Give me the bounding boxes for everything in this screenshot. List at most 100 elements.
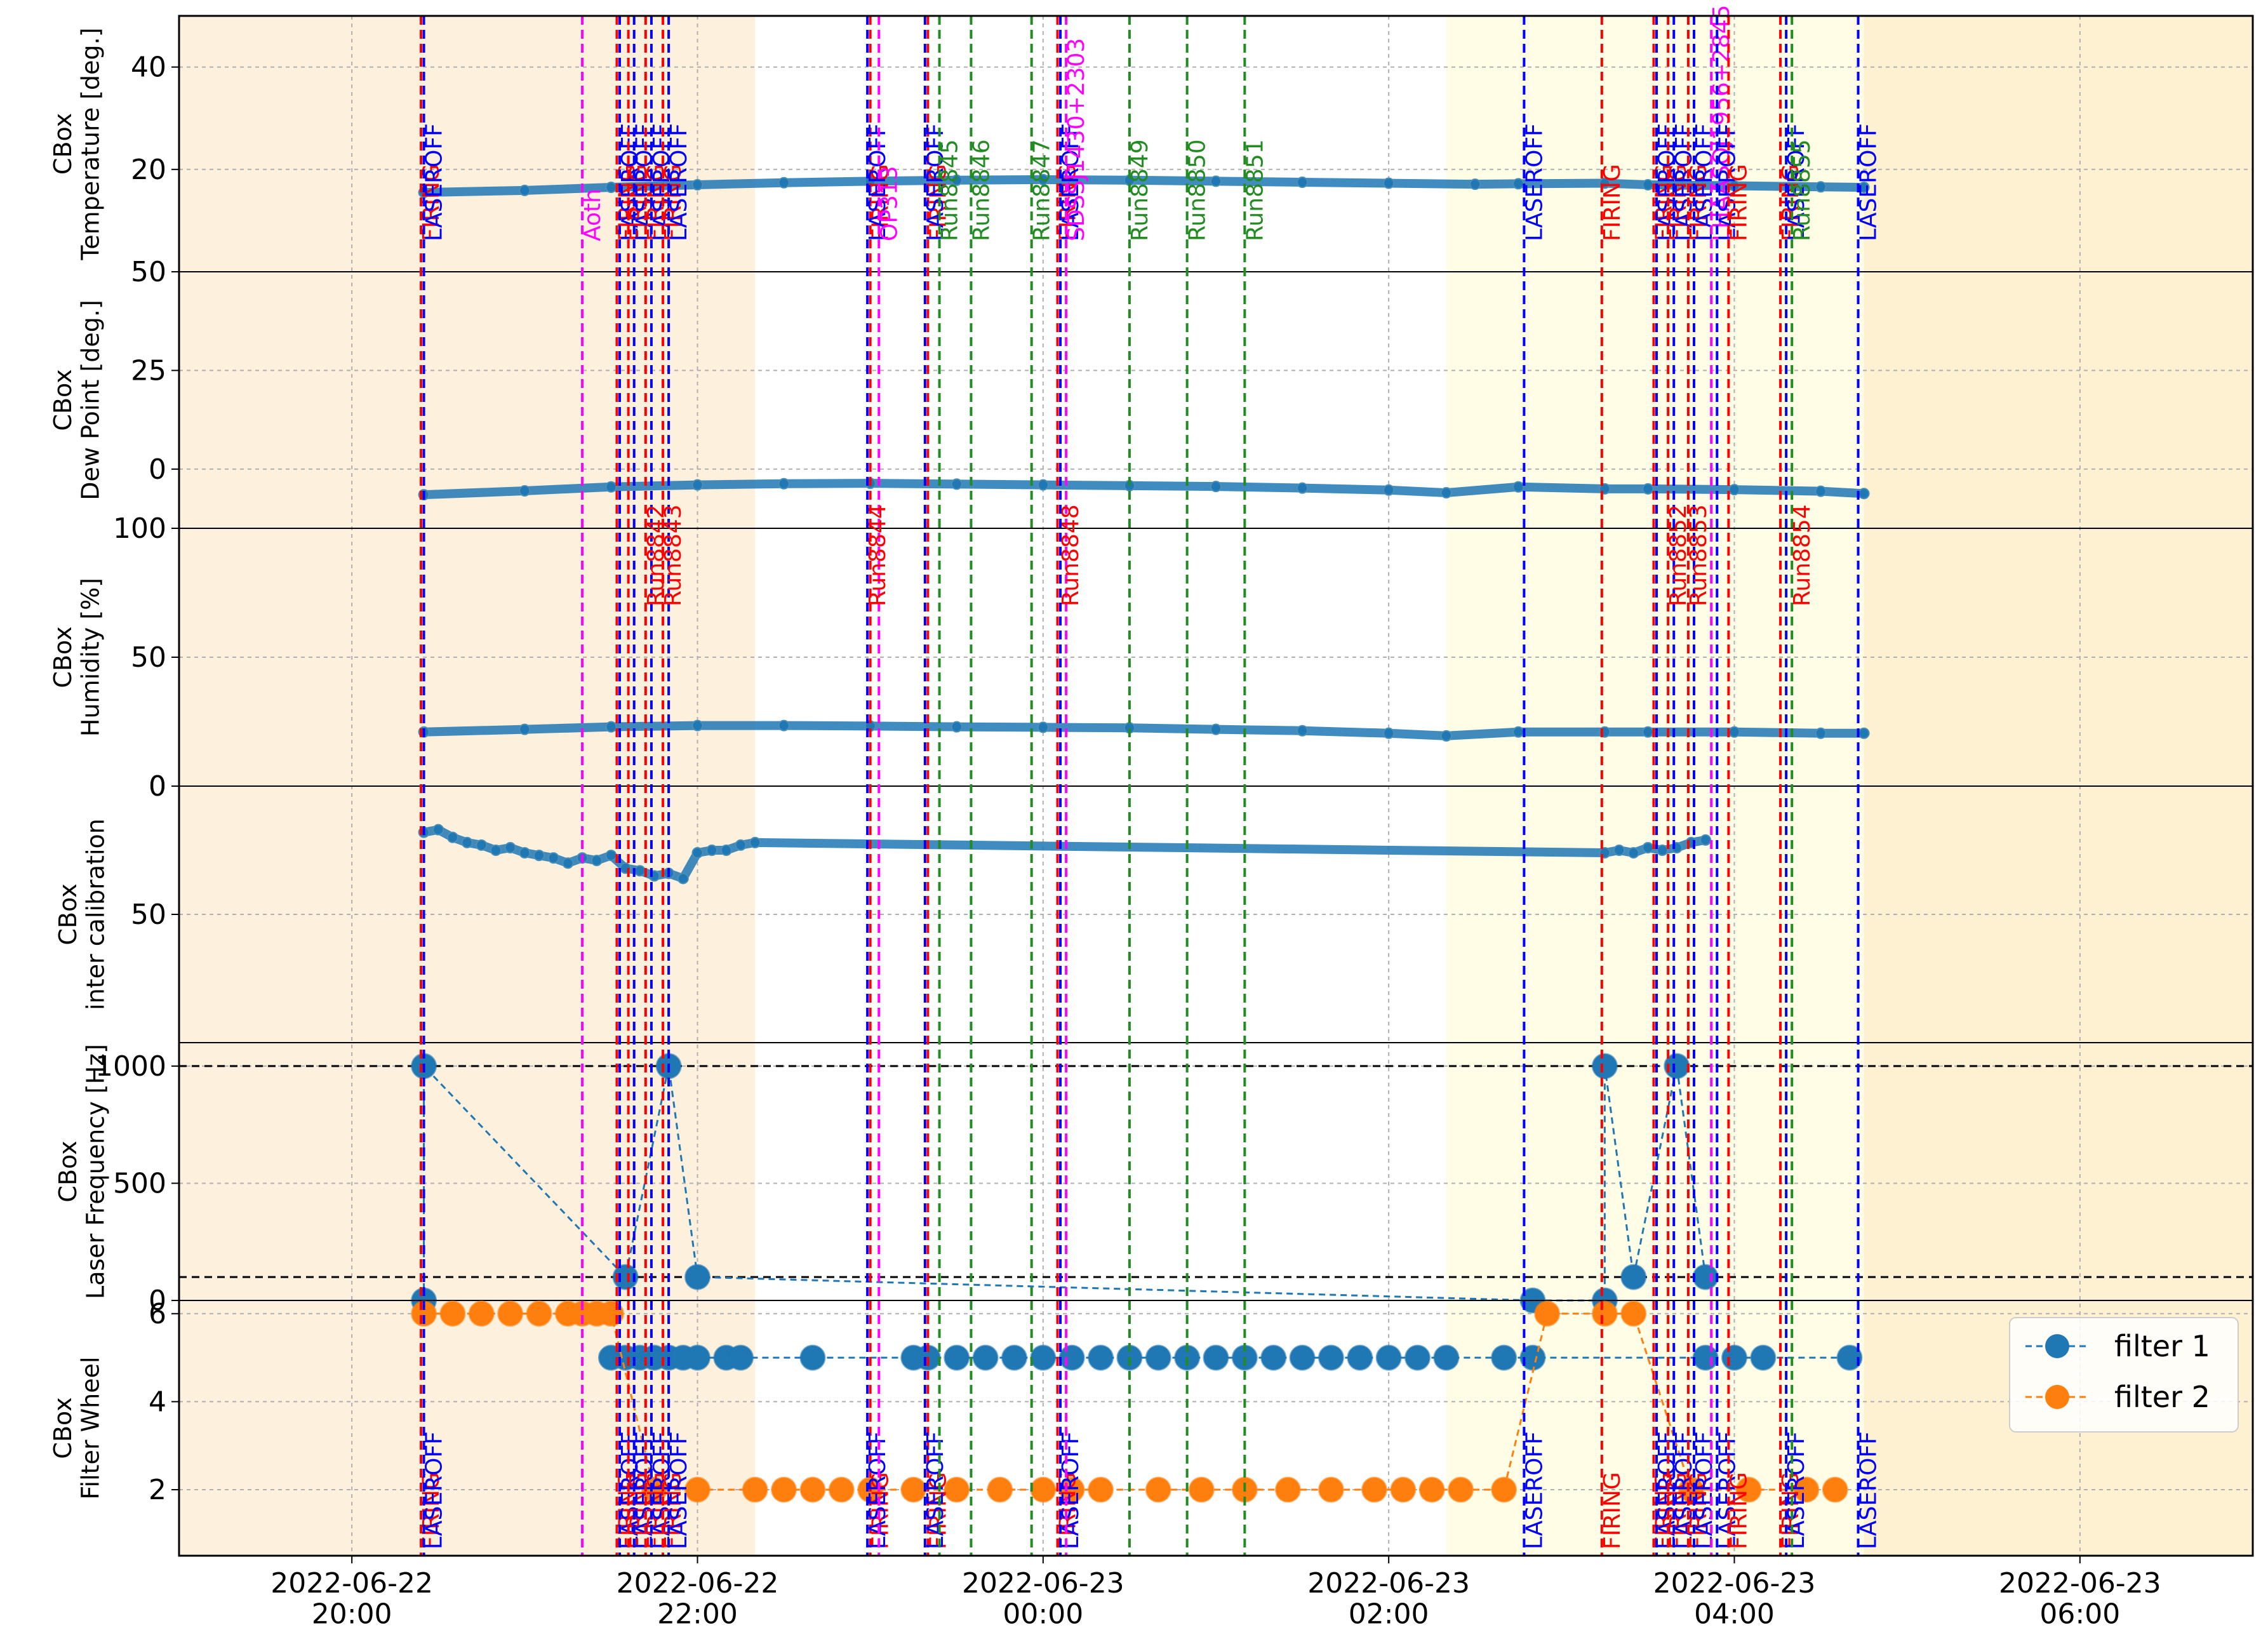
data-point — [590, 855, 603, 867]
run-label: Run8843 — [660, 504, 686, 606]
data-point — [1728, 726, 1740, 738]
data-point — [1620, 1264, 1647, 1290]
data-point — [951, 478, 963, 490]
data-point — [1836, 1344, 1863, 1371]
event-label: OP313 — [876, 166, 902, 241]
event-label: Run8855 — [1789, 139, 1815, 241]
event-label: FIRING — [868, 164, 894, 241]
x-tick-label: 2022-06-23 06:00 — [1999, 1567, 2161, 1630]
data-point — [1620, 1300, 1647, 1327]
x-tick-label: 2022-06-23 02:00 — [1307, 1567, 1470, 1630]
y-tick-label: 0 — [149, 770, 166, 803]
data-point — [1512, 481, 1524, 493]
event-line-firing: FIRING FIRING — [1599, 16, 1625, 1556]
data-point — [1317, 1344, 1344, 1371]
data-point — [691, 719, 704, 732]
y-axis-label-line: inter calibration — [82, 818, 110, 1010]
y-tick-label: 6 — [149, 1298, 166, 1330]
data-point — [728, 1344, 754, 1371]
data-point — [439, 1300, 466, 1327]
data-point — [684, 1344, 710, 1371]
data-point — [634, 865, 646, 877]
y-tick-label: 40 — [131, 51, 166, 84]
event-line-aoth: Aoth — [580, 16, 606, 1556]
y-tick-label: 0 — [149, 453, 166, 486]
event-label-lower: LASEROFF — [1784, 1431, 1810, 1549]
y-axis-label-line: CBox — [49, 1397, 77, 1459]
data-point — [677, 872, 689, 885]
x-tick-label-line: 20:00 — [312, 1598, 392, 1630]
x-tick-label-line: 22:00 — [657, 1598, 738, 1630]
data-point — [1433, 1344, 1460, 1371]
data-point — [519, 847, 531, 859]
event-label: Run8849 — [1127, 139, 1153, 241]
panel-temperature: 20 40 CBoxTemperature [deg.] — [49, 27, 2253, 272]
y-tick-label: 20 — [131, 154, 166, 186]
data-point — [1692, 1344, 1719, 1371]
event-label-lower: FIRING — [643, 1472, 669, 1549]
data-point — [1383, 727, 1395, 739]
data-point — [1678, 1476, 1704, 1503]
event-label-lower: LASEROFF — [1856, 1431, 1882, 1549]
event-label-lower: FIRING — [660, 1472, 686, 1549]
data-point — [476, 839, 488, 851]
event-label-lower: FIRING — [1599, 1472, 1625, 1549]
data-point — [1815, 727, 1827, 739]
data-point — [1815, 181, 1827, 193]
data-point — [1750, 1344, 1777, 1371]
data-point — [519, 723, 531, 735]
event-line-run8849: Run8849 — [1127, 16, 1153, 1556]
event-label-lower: FIRING — [1686, 1472, 1712, 1549]
data-point — [504, 841, 516, 853]
y-axis-label: CBoxTemperature [deg.] — [49, 27, 105, 260]
y-tick-label: 100 — [113, 512, 166, 545]
data-point — [605, 721, 617, 733]
event-line-run8855: Run8855 — [1789, 16, 1815, 1556]
event-label-lower: FIRING — [1726, 1472, 1752, 1549]
data-point — [1375, 1344, 1402, 1371]
x-tick-label-line: 02:00 — [1349, 1598, 1429, 1630]
data-point — [778, 478, 790, 490]
event-line-firing: FIRING FIRING — [1726, 16, 1752, 1556]
data-point — [1210, 723, 1222, 735]
data-point — [605, 850, 617, 862]
data-point — [1815, 485, 1827, 497]
data-point — [1383, 484, 1395, 496]
data-point — [1534, 1300, 1561, 1327]
data-point — [691, 178, 704, 190]
event-label: FIRING — [1599, 164, 1625, 241]
event-line-firing: FIRING FIRING — [660, 16, 686, 1556]
data-point — [1858, 488, 1870, 500]
data-point — [1404, 1344, 1431, 1371]
event-line-run8851: Run8851 — [1242, 16, 1268, 1556]
data-point — [468, 1300, 495, 1327]
legend: filter 1 filter 2 — [2009, 1317, 2239, 1433]
data-point — [771, 1476, 797, 1503]
data-point — [1491, 1476, 1518, 1503]
event-label: FIRING — [1726, 164, 1752, 241]
data-point — [562, 857, 574, 869]
data-point — [1260, 1344, 1287, 1371]
data-point — [1145, 1476, 1171, 1503]
data-point — [612, 1264, 639, 1290]
y-tick-label: 25 — [131, 354, 166, 387]
run-label: Run8854 — [1789, 504, 1815, 606]
data-point — [1793, 1476, 1820, 1503]
data-point — [706, 845, 718, 856]
y-axis-label-line: CBox — [49, 369, 77, 431]
data-point — [720, 845, 732, 856]
event-label: Run8846 — [968, 139, 994, 241]
y-axis-label-line: CBox — [54, 883, 82, 945]
data-point — [533, 850, 545, 862]
event-line-firing: FIRING FIRING — [643, 16, 669, 1556]
y-axis-label-line: CBox — [49, 113, 77, 175]
data-point — [1317, 1476, 1344, 1503]
y-tick-label: 4 — [149, 1386, 166, 1418]
x-tick-label-line: 2022-06-22 — [270, 1567, 433, 1600]
